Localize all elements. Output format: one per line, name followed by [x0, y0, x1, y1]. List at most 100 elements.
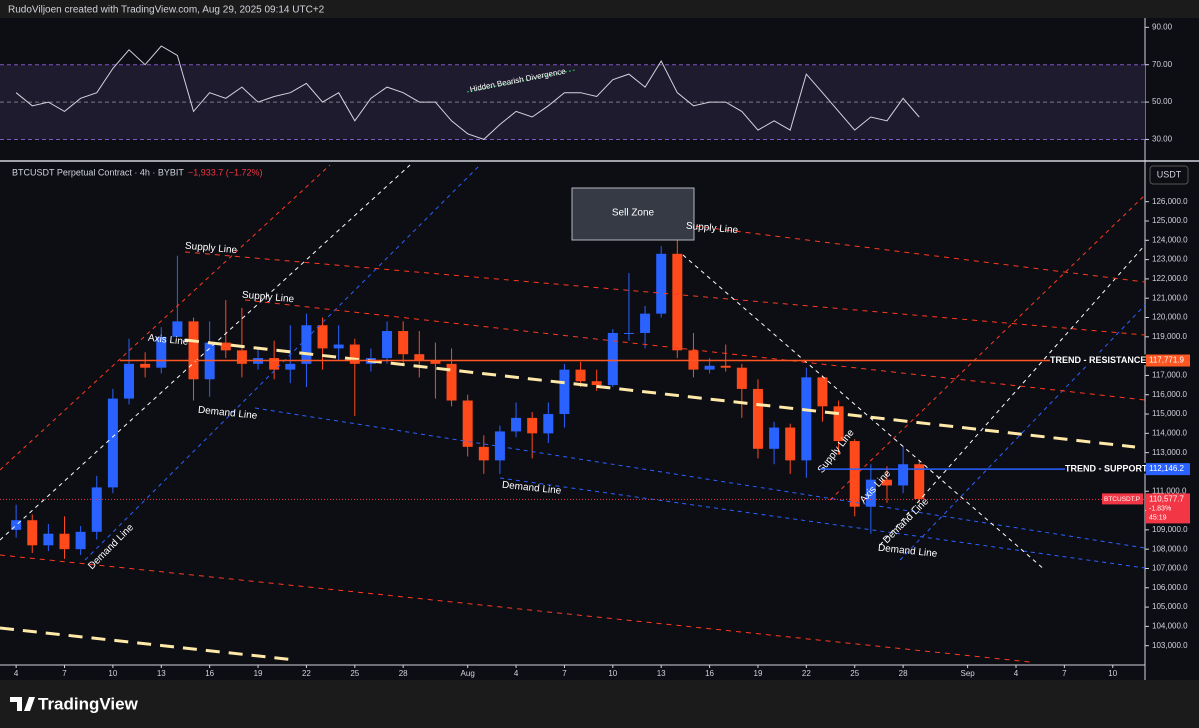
candle-body [833, 406, 844, 442]
candle-body [382, 331, 393, 359]
y-tick-label: 50.00 [1152, 97, 1173, 106]
x-tick-label: 22 [302, 669, 311, 678]
candle-body [333, 344, 344, 349]
y-tick-label: 115,000.0 [1152, 409, 1188, 418]
candle-body [156, 336, 167, 368]
candle-body [43, 533, 54, 546]
brand-name: TradingView [38, 694, 139, 713]
annotation: Supply Line [686, 221, 739, 237]
x-tick-label: 19 [254, 669, 263, 678]
demand-line [254, 407, 1146, 549]
candle-body [511, 417, 522, 432]
candle-body [817, 377, 828, 407]
level-tag [1146, 354, 1190, 367]
trend-line [0, 164, 331, 471]
sell-zone [571, 187, 695, 241]
drawings [0, 69, 1146, 663]
y-tick-label: 122,000.0 [1152, 274, 1188, 283]
currency-box [1149, 165, 1189, 185]
y-tick-label: 116,000.0 [1152, 390, 1188, 399]
candle-body [720, 365, 731, 368]
candle-body [398, 331, 409, 355]
candle-body [140, 363, 151, 368]
candle-body [285, 363, 296, 370]
annotation: Supply Line [242, 290, 295, 306]
candle-body [801, 377, 812, 461]
x-tick-label: 7 [562, 669, 567, 678]
candle-body [865, 479, 876, 507]
level-tag-label: 117,771.9 [1149, 356, 1185, 365]
y-tick-label: 111,000.0 [1152, 486, 1187, 495]
x-tick-label: 22 [802, 669, 811, 678]
y-tick-label: 70.00 [1152, 60, 1173, 69]
x-tick-label: 16 [705, 669, 714, 678]
candle-body [75, 531, 86, 550]
annotation: Sell Zone [612, 208, 655, 219]
price-tag-change: -1.83% [1149, 505, 1171, 512]
y-tick-label: 124,000.0 [1152, 235, 1188, 244]
candle-body [575, 369, 586, 382]
supply-line [685, 224, 1146, 283]
candle-body [607, 332, 618, 386]
candle-body [494, 431, 505, 461]
annotation: Supply Line [185, 241, 238, 257]
header-text: RudoViljoen created with TradingView.com… [8, 5, 325, 16]
x-tick-label: 13 [157, 669, 166, 678]
supply-line [0, 554, 1031, 663]
candle-body [414, 354, 425, 360]
y-tick-label: 104,000.0 [1152, 621, 1188, 630]
x-tick-label: 19 [754, 669, 763, 678]
candle-body [317, 325, 328, 349]
candle-body [236, 350, 247, 364]
y-tick-label: 105,000.0 [1152, 602, 1188, 611]
y-tick-label: 125,000.0 [1152, 216, 1188, 225]
brand: TradingView [10, 694, 139, 713]
y-tick-label: 107,000.0 [1152, 564, 1188, 573]
x-tick-label: 7 [1062, 669, 1067, 678]
candle-body [672, 253, 683, 351]
candle-body [785, 427, 796, 461]
x-tick-label: 10 [1108, 669, 1117, 678]
x-tick-label: Aug [461, 669, 475, 678]
candle-body [849, 441, 860, 507]
candle-body [430, 359, 441, 364]
currency: USDT [1157, 169, 1182, 179]
candle-body [11, 520, 22, 530]
trend-line [879, 244, 1146, 546]
y-tick-label: 90.00 [1152, 22, 1173, 31]
candle-body [462, 400, 473, 447]
y-tick-label: 121,000.0 [1152, 293, 1188, 302]
x-tick-label: 4 [1014, 669, 1019, 678]
candle-body [881, 479, 892, 486]
candle-body [349, 344, 360, 364]
symbol-tag [1102, 493, 1143, 505]
y-tick-label: 119,000.0 [1152, 332, 1188, 341]
candle-body [301, 325, 312, 364]
supply-line [184, 251, 1146, 336]
candle-body [591, 381, 602, 386]
candle-body [898, 464, 909, 486]
candle-body [704, 365, 715, 370]
candle-body [107, 398, 118, 488]
candle-body [172, 321, 183, 337]
level-name: TREND - RESISTANCE [1050, 355, 1146, 365]
candle-body [27, 520, 38, 546]
x-tick-label: 4 [514, 669, 519, 678]
chart-title: BTCUSDT Perpetual Contract · 4h · BYBIT [12, 167, 184, 177]
x-tick-label: 7 [62, 669, 67, 678]
x-tick-label: 28 [399, 669, 408, 678]
x-tick-label: 13 [657, 669, 666, 678]
x-tick-label: 16 [205, 669, 214, 678]
candle-body [446, 363, 457, 401]
price-tag-label: 110,577.7 [1149, 495, 1185, 504]
candle-body [736, 367, 747, 389]
candle-body [527, 417, 538, 434]
candle-body [914, 464, 925, 499]
x-tick-label: 28 [899, 669, 908, 678]
annotation: Axis Line [147, 333, 189, 348]
y-tick-label: 30.00 [1152, 135, 1173, 144]
x-tick-label: Sep [960, 669, 975, 678]
x-tick-label: 10 [608, 669, 617, 678]
trend-line [84, 164, 481, 561]
